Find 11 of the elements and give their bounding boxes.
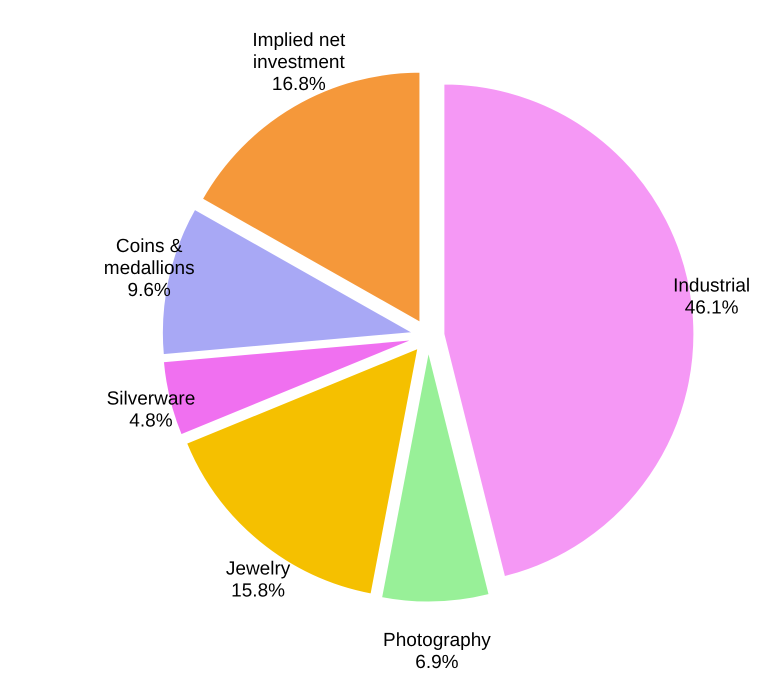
data-label: 6.9% xyxy=(415,652,459,673)
data-label: 4.8% xyxy=(129,410,173,432)
slice-label: Photography xyxy=(383,630,492,651)
slice-label: Coins & medallions xyxy=(104,236,195,280)
slice-label: Jewelry xyxy=(226,558,291,580)
data-label: 46.1% xyxy=(684,297,739,318)
data-label: 16.8% xyxy=(272,74,326,95)
slice-label: Industrial xyxy=(673,275,750,296)
data-label: 9.6% xyxy=(128,280,171,302)
data-label: 15.8% xyxy=(231,580,286,602)
slice-label: Implied net investment xyxy=(252,30,346,73)
